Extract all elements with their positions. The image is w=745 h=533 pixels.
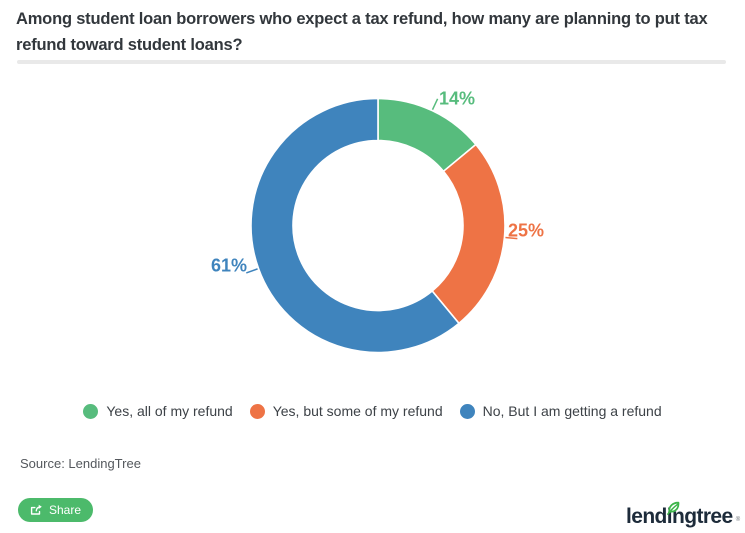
- legend: Yes, all of my refund Yes, but some of m…: [0, 403, 745, 419]
- registered-trademark: ®: [735, 517, 740, 523]
- legend-label: No, But I am getting a refund: [482, 403, 662, 419]
- legend-item-no-refund[interactable]: No, But I am getting a refund: [459, 403, 662, 419]
- legend-dot-orange: [249, 403, 265, 419]
- donut-slice-1[interactable]: [431, 143, 506, 325]
- lendingtree-wordmark: lendingtree ®: [626, 501, 740, 528]
- chart-title: Among student loan borrowers who expect …: [16, 10, 708, 54]
- legend-dot-blue: [459, 403, 475, 419]
- lendingtree-logo: lendingtree ®: [626, 496, 740, 528]
- share-button-label: Share: [49, 503, 82, 517]
- data-label-orange: 25%: [507, 220, 545, 241]
- label-leader-line-2: [246, 268, 258, 274]
- label-leader-line-0: [431, 98, 439, 111]
- legend-item-yes-all[interactable]: Yes, all of my refund: [83, 403, 233, 419]
- legend-label: Yes, all of my refund: [106, 403, 233, 419]
- title-divider: [17, 60, 726, 64]
- share-icon: [30, 504, 43, 516]
- source-text: Source: LendingTree: [20, 456, 141, 471]
- legend-label: Yes, but some of my refund: [272, 403, 443, 419]
- donut-slice-2[interactable]: [250, 97, 461, 354]
- legend-dot-green: [83, 403, 99, 419]
- share-button[interactable]: Share: [18, 498, 94, 522]
- label-leader-line-1: [505, 236, 518, 240]
- legend-item-yes-some[interactable]: Yes, but some of my refund: [249, 403, 443, 419]
- donut-chart: [246, 97, 518, 354]
- data-label-green: 14%: [438, 88, 476, 109]
- data-label-blue: 61%: [210, 255, 248, 276]
- leaf-icon: [666, 499, 681, 521]
